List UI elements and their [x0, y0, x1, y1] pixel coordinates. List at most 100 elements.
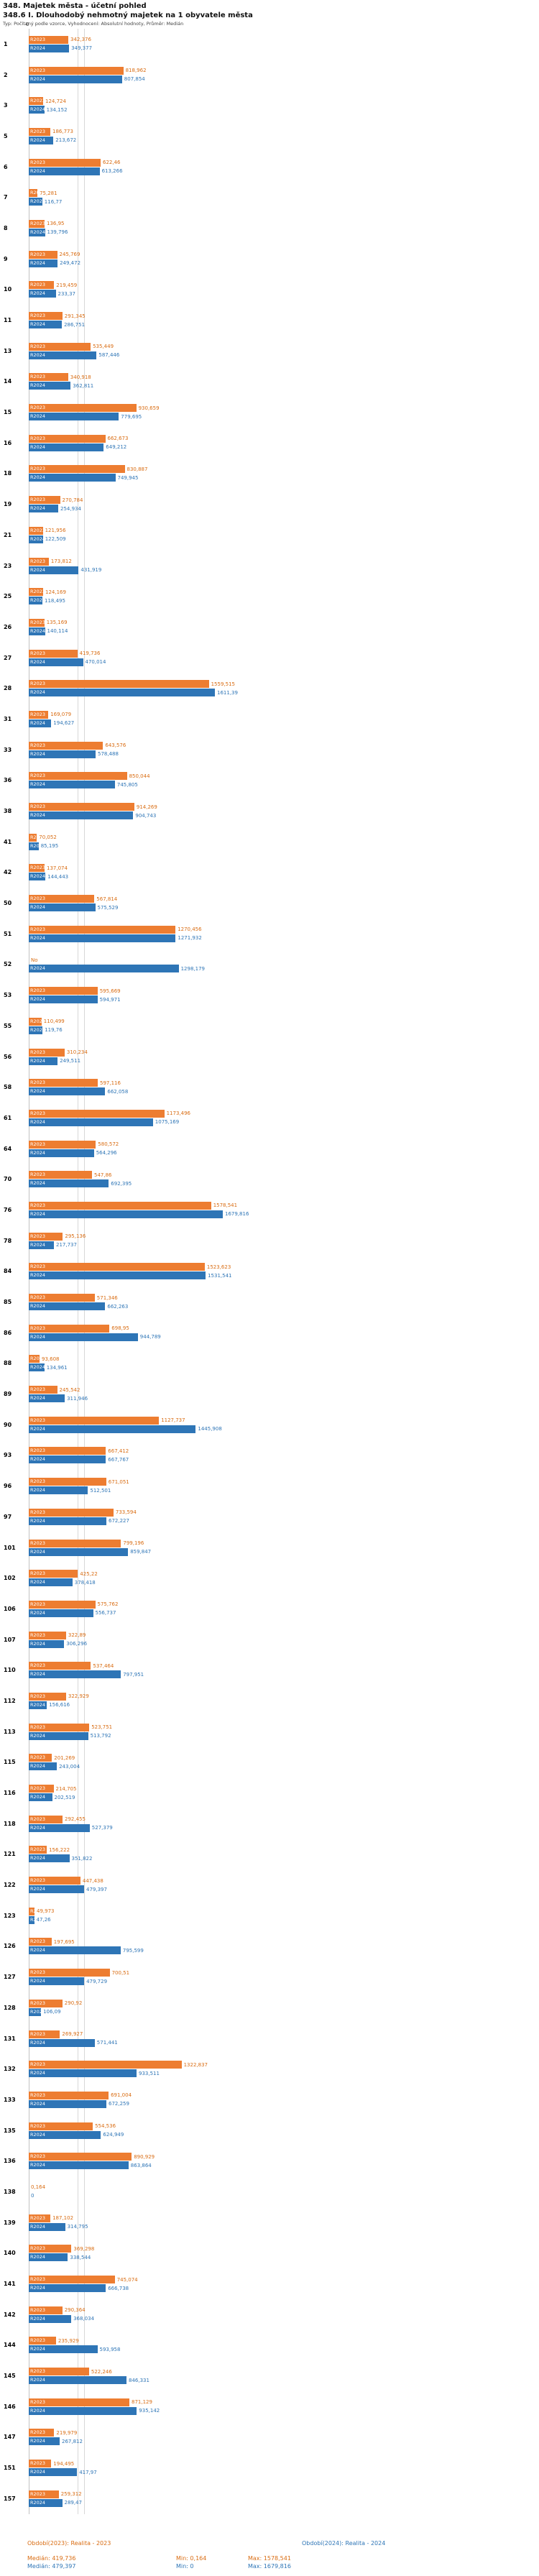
bar-R2023[interactable]: R2023: [29, 2061, 182, 2069]
bar-R2024[interactable]: R2024: [29, 1793, 52, 1802]
bar-R2023[interactable]: R2023: [29, 1263, 205, 1271]
bar-R2023[interactable]: R2023: [29, 250, 57, 259]
bar-R2024[interactable]: R2024: [29, 2253, 68, 2262]
bar-R2023[interactable]: R2023: [29, 772, 127, 781]
bar-R2024[interactable]: R2024: [29, 1946, 121, 1955]
bar-R2023[interactable]: R2023: [29, 189, 38, 198]
bar-R2023[interactable]: R2023: [29, 1907, 34, 1915]
bar-R2024[interactable]: R2024: [29, 2284, 106, 2293]
bar-R2023[interactable]: R2023: [29, 281, 55, 290]
bar-R2023[interactable]: R2023: [29, 1109, 165, 1118]
bar-R2024[interactable]: R2024: [29, 658, 83, 666]
bar-R2023[interactable]: R2023: [29, 1386, 57, 1394]
bar-R2023[interactable]: R2023: [29, 35, 68, 44]
bar-R2024[interactable]: R2024: [29, 1977, 85, 1986]
bar-R2023[interactable]: R2023: [29, 803, 134, 811]
bar-R2024[interactable]: R2024: [29, 1823, 90, 1832]
bar-R2024[interactable]: R2024: [29, 535, 43, 543]
bar-R2024[interactable]: R2024: [29, 228, 45, 236]
bar-R2023[interactable]: R2023: [29, 1938, 52, 1946]
bar-R2024[interactable]: R2024: [29, 2038, 95, 2047]
bar-R2024[interactable]: R2024: [29, 44, 70, 52]
bar-R2023[interactable]: R2023: [29, 1662, 91, 1670]
bar-R2023[interactable]: R2023: [29, 312, 63, 321]
bar-R2023[interactable]: R2023: [29, 526, 43, 535]
bar-R2024[interactable]: R2024: [29, 1762, 57, 1771]
bar-R2024[interactable]: R2024: [29, 965, 179, 973]
bar-R2024[interactable]: R2024: [29, 1425, 196, 1433]
bar-R2023[interactable]: R2023: [29, 680, 209, 689]
bar-R2023[interactable]: R2023: [29, 2337, 56, 2345]
bar-R2023[interactable]: R2023: [29, 2153, 132, 2161]
bar-R2024[interactable]: R2024: [29, 2069, 137, 2078]
bar-R2024[interactable]: R2024: [29, 1118, 153, 1126]
bar-R2024[interactable]: R2024: [29, 1578, 73, 1587]
bar-R2024[interactable]: R2024: [29, 1026, 43, 1034]
bar-R2023[interactable]: R2023: [29, 2490, 59, 2498]
bar-R2024[interactable]: R2024: [29, 934, 176, 942]
bar-R2023[interactable]: R2023: [29, 1355, 40, 1363]
bar-R2024[interactable]: R2024: [29, 1885, 84, 1894]
bar-R2024[interactable]: R2024: [29, 995, 98, 1004]
bar-R2024[interactable]: R2024: [29, 2406, 137, 2415]
bar-R2023[interactable]: R2023: [29, 404, 137, 413]
bar-R2023[interactable]: R2023: [29, 588, 43, 597]
bar-R2023[interactable]: R2023: [29, 864, 45, 873]
bar-R2023[interactable]: R2023: [29, 465, 125, 474]
bar-R2023[interactable]: R2023: [29, 66, 124, 75]
bar-R2023[interactable]: R2023: [29, 1631, 66, 1639]
bar-R2023[interactable]: R2023: [29, 895, 95, 903]
bar-R2023[interactable]: R2023: [29, 2245, 72, 2253]
bar-R2023[interactable]: R2023: [29, 1999, 63, 2007]
bar-R2023[interactable]: R2023: [29, 2122, 93, 2130]
bar-R2023[interactable]: R2023: [29, 1079, 98, 1087]
bar-R2024[interactable]: R2024: [29, 566, 79, 574]
bar-R2024[interactable]: R2024: [29, 1394, 65, 1403]
bar-R2024[interactable]: R2024: [29, 1455, 106, 1464]
bar-R2023[interactable]: R2023: [29, 925, 176, 934]
bar-R2024[interactable]: R2024: [29, 1333, 138, 1341]
bar-R2024[interactable]: R2024: [29, 1731, 88, 1740]
bar-R2024[interactable]: R2024: [29, 2161, 129, 2170]
bar-R2023[interactable]: R2023: [29, 1785, 54, 1793]
bar-R2023[interactable]: R2023: [29, 2460, 52, 2468]
bar-R2023[interactable]: R2023: [29, 618, 45, 627]
bar-R2023[interactable]: R2023: [29, 1877, 80, 1885]
bar-R2023[interactable]: R2023: [29, 158, 101, 167]
bar-R2023[interactable]: R2023: [29, 1723, 90, 1731]
bar-R2023[interactable]: R2023: [29, 219, 45, 228]
bar-R2024[interactable]: R2024: [29, 719, 52, 727]
bar-R2024[interactable]: R2024: [29, 1517, 106, 1525]
bar-R2024[interactable]: R2024: [29, 167, 100, 175]
bar-R2024[interactable]: R2024: [29, 75, 122, 83]
bar-R2023[interactable]: R2023: [29, 1201, 211, 1210]
bar-R2024[interactable]: R2024: [29, 2314, 72, 2323]
bar-R2024[interactable]: R2024: [29, 597, 42, 605]
bar-R2023[interactable]: R2023: [29, 97, 43, 106]
bar-R2023[interactable]: R2023: [29, 2030, 60, 2038]
bar-R2023[interactable]: R2023: [29, 833, 37, 842]
bar-R2024[interactable]: R2024: [29, 382, 71, 390]
bar-R2024[interactable]: R2024: [29, 1363, 45, 1372]
bar-R2024[interactable]: R2024: [29, 1179, 109, 1188]
bar-R2024[interactable]: R2024: [29, 873, 46, 881]
bar-R2024[interactable]: R2024: [29, 842, 39, 850]
bar-R2024[interactable]: R2024: [29, 2130, 101, 2139]
bar-R2023[interactable]: R2023: [29, 557, 49, 566]
bar-R2023[interactable]: R2023: [29, 1478, 106, 1486]
bar-R2024[interactable]: R2024: [29, 474, 116, 482]
bar-R2024[interactable]: R2024: [29, 1486, 88, 1495]
bar-R2023[interactable]: R2023: [29, 2306, 63, 2314]
bar-R2023[interactable]: R2023: [29, 1048, 65, 1057]
bar-R2023[interactable]: R2023: [29, 1754, 52, 1762]
bar-R2024[interactable]: R2024: [29, 1210, 223, 1218]
bar-R2024[interactable]: R2024: [29, 1639, 65, 1648]
bar-R2023[interactable]: R2023: [29, 434, 106, 443]
bar-R2024[interactable]: R2024: [29, 351, 97, 359]
bar-R2023[interactable]: R2023: [29, 1846, 47, 1854]
bar-R2024[interactable]: R2024: [29, 1149, 94, 1157]
bar-R2024[interactable]: R2024: [29, 689, 215, 697]
bar-R2024[interactable]: R2024: [29, 2468, 78, 2477]
bar-R2023[interactable]: R2023: [29, 1140, 96, 1149]
bar-R2023[interactable]: R2023: [29, 2091, 109, 2099]
